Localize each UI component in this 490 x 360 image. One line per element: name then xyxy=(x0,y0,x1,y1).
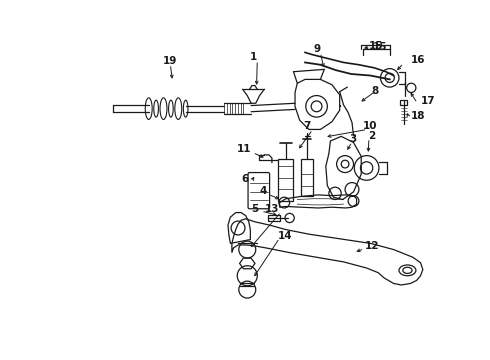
Text: 14: 14 xyxy=(278,231,293,241)
Text: 9: 9 xyxy=(313,44,320,54)
Text: 3: 3 xyxy=(350,134,357,144)
Text: 18: 18 xyxy=(411,111,426,121)
Text: 8: 8 xyxy=(371,86,378,96)
Text: 12: 12 xyxy=(365,242,379,252)
Text: 15: 15 xyxy=(372,42,387,52)
Text: 5: 5 xyxy=(251,204,259,214)
Text: 10: 10 xyxy=(363,121,378,131)
Text: 6: 6 xyxy=(242,175,249,184)
Text: 2: 2 xyxy=(368,131,375,141)
Text: 7: 7 xyxy=(303,121,311,131)
Text: 4: 4 xyxy=(259,186,267,196)
Text: 1: 1 xyxy=(250,52,257,62)
Text: 11: 11 xyxy=(237,144,251,154)
Text: 13: 13 xyxy=(265,204,280,214)
Text: 16: 16 xyxy=(411,55,425,65)
Text: 19: 19 xyxy=(163,56,177,66)
Text: 17: 17 xyxy=(420,96,435,106)
Text: 15: 15 xyxy=(368,41,383,51)
